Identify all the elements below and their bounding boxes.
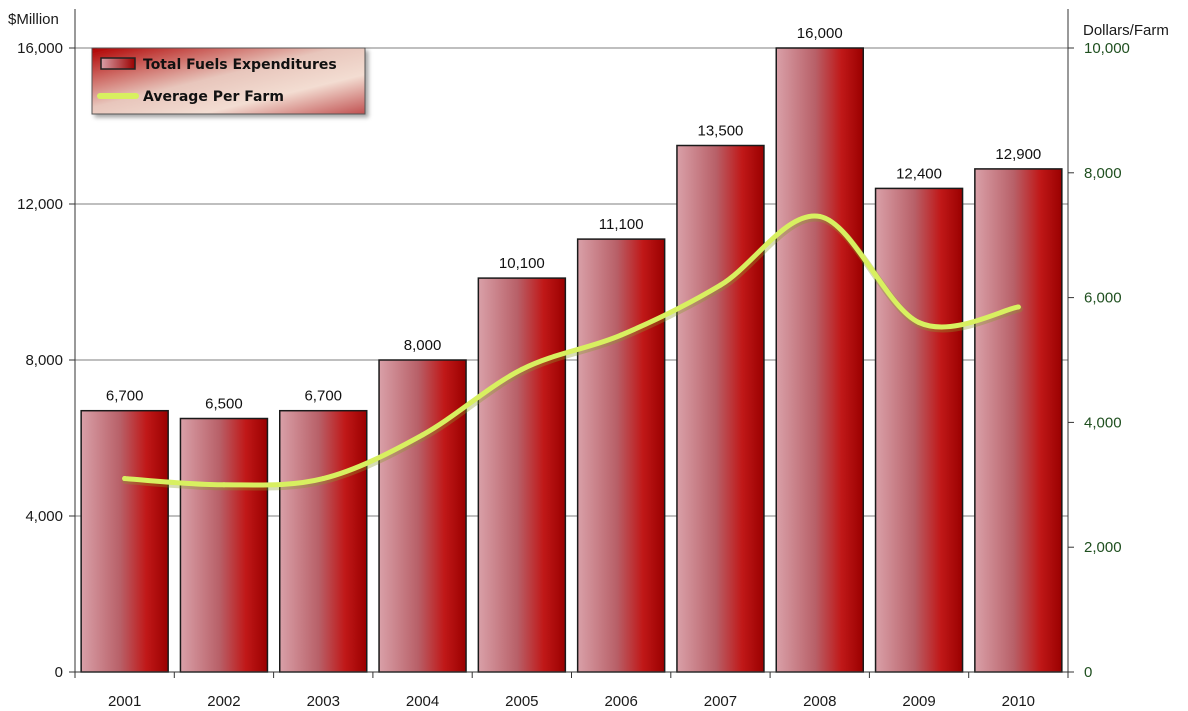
x-tick-label-2005: 2005 — [505, 693, 538, 710]
bar-value-label-2002: 6,500 — [205, 396, 243, 413]
bar-value-label-2003: 6,700 — [304, 388, 342, 405]
bar-2004 — [378, 359, 467, 673]
left-tick-label: 0 — [55, 664, 63, 681]
bar-value-label-2008: 16,000 — [797, 25, 843, 42]
right-axis-unit: Dollars/Farm — [1083, 22, 1169, 39]
legend: Total Fuels Expenditures Average Per Far… — [91, 47, 366, 115]
average-point-2008 — [817, 213, 823, 219]
legend-label-average-per-farm: Average Per Farm — [143, 89, 284, 105]
left-tick-label: 16,000 — [17, 40, 63, 57]
x-tick-label-2003: 2003 — [307, 693, 340, 710]
bar-2008 — [775, 47, 864, 673]
legend-bar-swatch — [100, 57, 136, 70]
bar-2003 — [279, 409, 368, 673]
x-tick-label-2007: 2007 — [704, 693, 737, 710]
left-tick-label: 8,000 — [25, 352, 63, 369]
right-tick-label: 2,000 — [1084, 539, 1122, 556]
right-tick-label: 0 — [1084, 664, 1092, 681]
bar-2009 — [874, 187, 964, 673]
left-tick-label: 12,000 — [17, 196, 63, 213]
left-axis-unit: $Million — [8, 11, 59, 28]
average-point-2004 — [420, 432, 426, 438]
x-tick-label-2008: 2008 — [803, 693, 836, 710]
average-line-layer — [122, 213, 1023, 491]
x-tick-label-2001: 2001 — [108, 693, 141, 710]
bar-2002 — [179, 417, 269, 673]
left-tick-label: 4,000 — [25, 508, 63, 525]
bar-value-label-2006: 11,100 — [599, 216, 644, 233]
x-tick-label-2002: 2002 — [207, 693, 240, 710]
bar-value-label-2007: 13,500 — [698, 123, 744, 140]
right-tick-label: 8,000 — [1084, 165, 1122, 182]
x-tick-label-2006: 2006 — [604, 693, 637, 710]
axes: 0 4,000 8,000 12,000 16,000 0 2,000 4,000 6,000 8… — [17, 9, 1130, 710]
right-tick-label: 4,000 — [1084, 414, 1122, 431]
bar-value-label-2010: 12,900 — [995, 146, 1041, 163]
x-tick-label-2010: 2010 — [1002, 693, 1035, 710]
average-point-2002 — [221, 482, 227, 488]
bars — [80, 47, 1063, 673]
labels: 6,700 6,500 6,700 8,000 10,100 11,100 13,500 16… — [106, 25, 1041, 413]
x-tick-label-2004: 2004 — [406, 693, 439, 710]
bar-2005 — [477, 277, 567, 673]
bar-value-label-2001: 6,700 — [106, 388, 144, 405]
average-point-2009 — [916, 320, 922, 326]
bar-2006 — [576, 238, 666, 673]
bar-value-label-2004: 8,000 — [404, 337, 442, 354]
bar-value-label-2005: 10,100 — [499, 255, 545, 272]
right-tick-label: 6,000 — [1084, 290, 1122, 307]
right-tick-label: 10,000 — [1084, 40, 1130, 57]
average-per-farm-line — [122, 213, 1021, 488]
bar-2007 — [676, 144, 765, 673]
average-point-2005 — [519, 366, 525, 372]
average-point-2007 — [717, 282, 723, 288]
legend-box — [91, 47, 366, 115]
average-point-2003 — [320, 476, 326, 482]
bar-2001 — [80, 409, 169, 673]
legend-label-total-fuels: Total Fuels Expenditures — [143, 57, 337, 73]
average-point-2001 — [122, 476, 128, 482]
x-tick-label-2009: 2009 — [902, 693, 935, 710]
bar-value-label-2009: 12,400 — [896, 165, 942, 182]
bar-2010 — [974, 168, 1063, 673]
average-point-2006 — [618, 332, 624, 338]
average-point-2010 — [1015, 304, 1021, 310]
